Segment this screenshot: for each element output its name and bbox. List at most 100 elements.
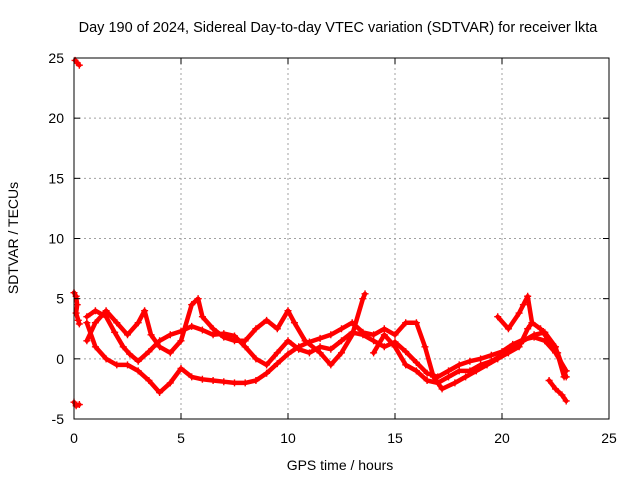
data-point-marker	[402, 319, 410, 327]
data-point-marker	[147, 331, 155, 339]
data-point-marker	[295, 343, 303, 351]
data-point-marker	[560, 373, 568, 381]
y-tick-label: -5	[52, 411, 65, 427]
data-point-marker	[445, 367, 452, 375]
data-point-marker	[241, 337, 249, 345]
data-point-marker	[423, 376, 431, 384]
data-point-marker	[290, 319, 298, 327]
data-point-marker	[74, 316, 82, 324]
data-point-marker	[113, 319, 121, 327]
data-point-marker	[380, 331, 388, 339]
data-point-marker	[166, 331, 174, 339]
data-point-marker	[166, 379, 174, 387]
data-point-marker	[209, 376, 217, 384]
data-point-marker	[220, 378, 228, 386]
data-point-marker	[370, 331, 378, 339]
data-point-marker	[316, 334, 324, 342]
data-point-marker	[430, 373, 438, 381]
data-point-marker	[263, 361, 271, 369]
data-point-marker	[145, 376, 153, 384]
data-point-marker	[113, 361, 121, 369]
data-point-marker	[124, 361, 131, 369]
data-point-marker	[509, 343, 517, 351]
data-point-marker	[498, 351, 506, 359]
data-point-marker	[541, 328, 549, 336]
data-point-marker	[102, 307, 110, 315]
data-point-marker	[91, 307, 99, 315]
data-point-marker	[83, 313, 91, 321]
data-point-marker	[487, 357, 495, 365]
x-tick-label: 25	[601, 430, 617, 446]
y-tick-label: 15	[48, 170, 64, 186]
data-point-marker	[552, 343, 559, 351]
data-point-marker	[434, 379, 442, 387]
data-point-marker	[91, 343, 99, 351]
data-point-marker	[316, 343, 324, 351]
data-point-marker	[263, 369, 271, 377]
data-point-marker	[111, 328, 119, 336]
data-point-marker	[423, 369, 431, 377]
data-point-marker	[75, 61, 83, 69]
data-point-marker	[487, 351, 495, 359]
x-tick-label: 10	[280, 430, 296, 446]
data-point-marker	[391, 331, 399, 339]
data-point-marker	[188, 322, 196, 330]
data-point-marker	[126, 350, 134, 358]
series-track-i	[546, 378, 569, 404]
data-point-marker	[252, 355, 260, 363]
data-point-marker	[209, 325, 217, 333]
data-point-marker	[252, 325, 260, 333]
data-point-marker	[562, 397, 570, 405]
data-point-marker	[102, 313, 110, 321]
data-point-marker	[156, 389, 164, 397]
data-point-marker	[412, 367, 420, 375]
y-tick-label: 10	[48, 231, 64, 247]
data-point-marker	[438, 385, 446, 393]
data-point-marker	[466, 367, 474, 375]
x-tick-label: 15	[387, 430, 403, 446]
data-point-marker	[370, 349, 378, 357]
data-point-marker	[75, 401, 83, 409]
data-point-marker	[124, 331, 131, 339]
data-point-marker	[455, 367, 463, 375]
data-point-marker	[284, 337, 292, 345]
data-point-marker	[359, 295, 367, 303]
data-point-marker	[316, 349, 324, 357]
data-point-marker	[188, 373, 196, 381]
data-point-marker	[134, 367, 142, 375]
data-point-marker	[83, 337, 91, 345]
data-point-marker	[91, 319, 99, 327]
data-point-marker	[421, 343, 429, 351]
data-point-marker	[558, 391, 566, 399]
x-axis-title: GPS time / hours	[287, 457, 394, 473]
data-point-marker	[231, 379, 238, 387]
data-point-marker	[241, 379, 249, 387]
data-point-marker	[220, 333, 228, 341]
data-point-marker	[194, 295, 202, 303]
data-point-marker	[477, 355, 485, 363]
y-axis-title: SDTVAR / TECUs	[5, 182, 21, 294]
data-point-marker	[552, 385, 559, 393]
data-point-marker	[348, 331, 356, 339]
data-point-marker	[156, 343, 164, 351]
y-tick-label: 0	[56, 351, 64, 367]
data-point-marker	[359, 328, 367, 336]
data-point-marker	[515, 309, 523, 317]
data-point-marker	[198, 313, 206, 321]
data-point-marker	[305, 338, 313, 346]
data-point-marker	[75, 320, 83, 328]
data-point-marker	[370, 337, 378, 345]
data-point-marker	[412, 358, 420, 366]
data-point-marker	[524, 292, 532, 300]
data-point-marker	[380, 325, 388, 333]
data-point-marker	[380, 343, 388, 351]
chart-title: Day 190 of 2024, Sidereal Day-to-day VTE…	[79, 20, 599, 36]
data-point-marker	[455, 361, 463, 369]
data-point-marker	[528, 319, 536, 327]
x-tick-label: 0	[70, 430, 78, 446]
data-point-marker	[445, 373, 452, 381]
data-point-marker	[177, 337, 185, 345]
x-tick-label: 20	[494, 430, 510, 446]
